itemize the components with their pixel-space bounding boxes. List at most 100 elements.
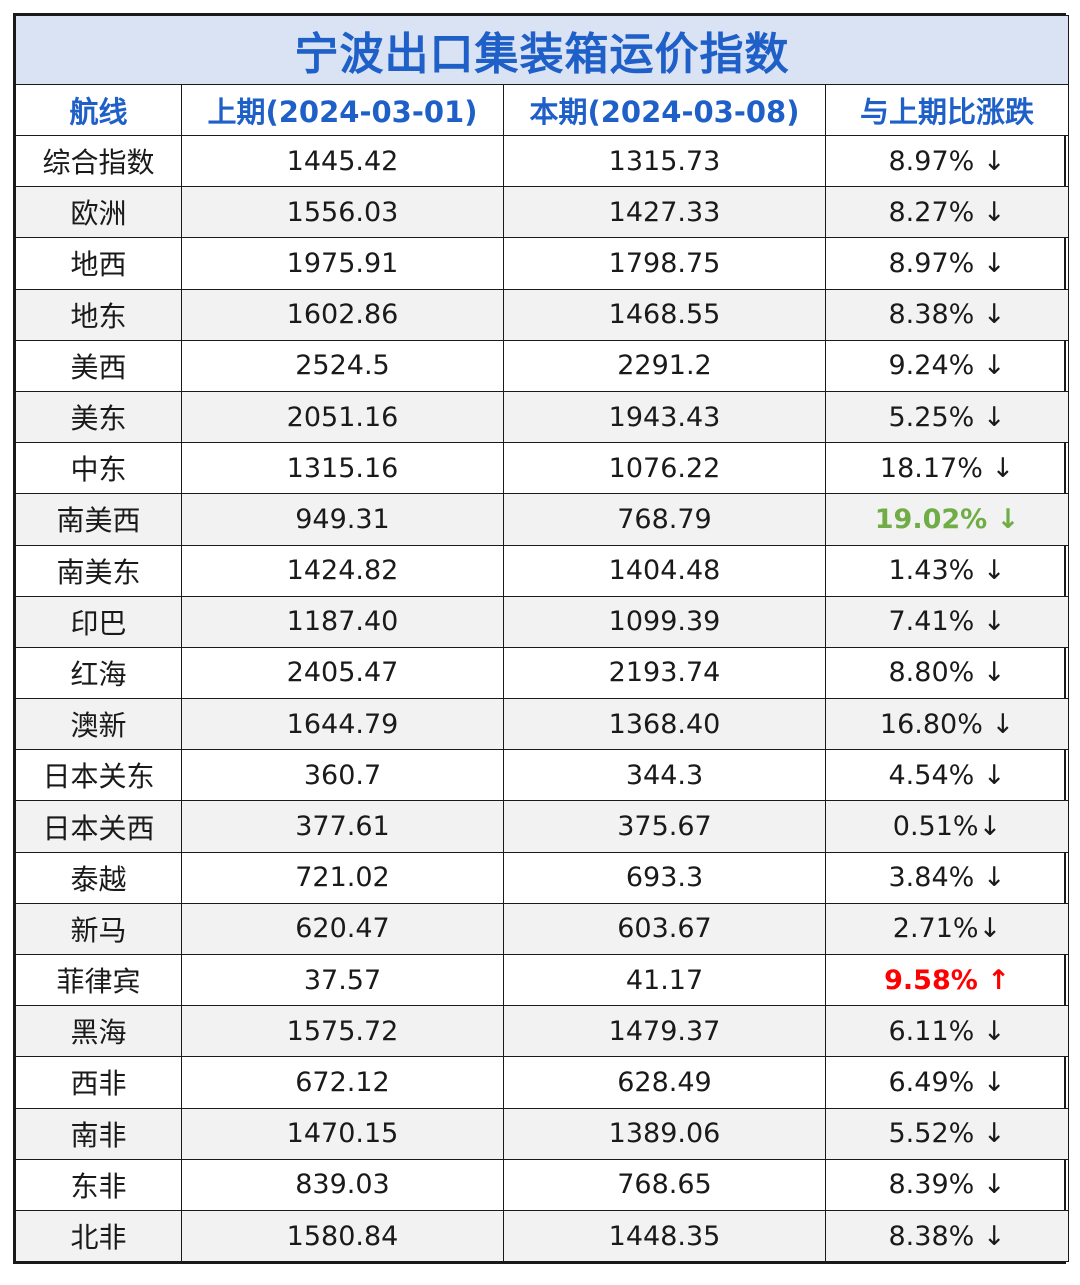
table-row: 黑海 1575.72 1479.37 6.11% ↓ [15,1005,1069,1058]
freight-index-table-container: 宁波出口集装箱运价指数 航线 上期(2024-03-01) 本期(2024-03… [13,13,1069,1265]
route-cell: 中东 [15,442,182,495]
current-value-cell: 1076.22 [503,442,826,495]
route-cell: 新马 [15,902,182,956]
current-value-cell: 768.65 [503,1158,826,1211]
previous-value-cell: 1424.82 [181,544,504,597]
route-cell: 澳新 [15,698,182,751]
table-row: 西非 672.12 628.49 6.49% ↓ [15,1056,1069,1109]
table-row: 南美东 1424.82 1404.48 1.43% ↓ [15,544,1069,597]
table-row: 美东 2051.16 1943.43 5.25% ↓ [15,390,1069,444]
previous-value-cell: 37.57 [181,953,504,1007]
previous-value-cell: 1315.16 [181,442,504,495]
table-row: 地西 1975.91 1798.75 8.97% ↓ [15,237,1069,290]
table-row: 日本关西 377.61 375.67 0.51%↓ [15,800,1069,853]
table-row: 北非 1580.84 1448.35 8.38% ↓ [15,1209,1069,1263]
previous-value-cell: 839.03 [181,1158,504,1211]
current-value-cell: 1404.48 [503,544,826,597]
table-row: 印巴 1187.40 1099.39 7.41% ↓ [15,595,1069,648]
route-cell: 地东 [15,288,182,341]
route-cell: 黑海 [15,1005,182,1058]
table-row: 中东 1315.16 1076.22 18.17% ↓ [15,442,1069,495]
change-cell: 3.84% ↓ [825,851,1069,904]
change-cell: 6.11% ↓ [825,1005,1069,1058]
route-cell: 欧洲 [15,186,182,239]
change-cell: 2.71%↓ [825,902,1069,956]
route-cell: 日本关西 [15,800,182,853]
current-value-cell: 1798.75 [503,237,826,290]
current-value-cell: 375.67 [503,800,826,853]
route-cell: 泰越 [15,851,182,904]
change-cell: 16.80% ↓ [825,698,1069,751]
route-cell: 南美西 [15,493,182,546]
previous-value-cell: 1445.42 [181,134,504,188]
change-cell: 7.41% ↓ [825,595,1069,648]
current-value-cell: 1468.55 [503,288,826,341]
table-row: 菲律宾 37.57 41.17 9.58% ↑ [15,953,1069,1007]
current-value-cell: 603.67 [503,902,826,956]
previous-value-cell: 1644.79 [181,698,504,751]
header-route: 航线 [15,84,182,136]
change-cell: 8.38% ↓ [825,288,1069,341]
change-cell: 8.80% ↓ [825,646,1069,700]
route-cell: 北非 [15,1209,182,1263]
change-cell: 8.97% ↓ [825,237,1069,290]
current-value-cell: 1479.37 [503,1005,826,1058]
current-value-cell: 41.17 [503,953,826,1007]
route-cell: 美东 [15,390,182,444]
current-value-cell: 768.79 [503,493,826,546]
change-cell: 19.02% ↓ [825,493,1069,546]
route-cell: 美西 [15,339,182,392]
change-cell: 1.43% ↓ [825,544,1069,597]
change-cell: 6.49% ↓ [825,1056,1069,1109]
header-previous-period: 上期(2024-03-01) [181,84,504,136]
previous-value-cell: 949.31 [181,493,504,546]
previous-value-cell: 1470.15 [181,1107,504,1160]
current-value-cell: 693.3 [503,851,826,904]
previous-value-cell: 2405.47 [181,646,504,700]
current-value-cell: 2291.2 [503,339,826,392]
previous-value-cell: 2524.5 [181,339,504,392]
table-row: 地东 1602.86 1468.55 8.38% ↓ [15,288,1069,341]
previous-value-cell: 377.61 [181,800,504,853]
current-value-cell: 1368.40 [503,698,826,751]
table-title: 宁波出口集装箱运价指数 [15,15,1069,85]
previous-value-cell: 1556.03 [181,186,504,239]
change-cell: 9.24% ↓ [825,339,1069,392]
current-value-cell: 2193.74 [503,646,826,700]
header-current-period: 本期(2024-03-08) [503,84,826,136]
table-body: 综合指数 1445.42 1315.73 8.97% ↓ 欧洲 1556.03 1427.3… [15,134,1069,1263]
header-change: 与上期比涨跌 [825,84,1069,136]
previous-value-cell: 620.47 [181,902,504,956]
route-cell: 南美东 [15,544,182,597]
current-value-cell: 1943.43 [503,390,826,444]
route-cell: 印巴 [15,595,182,648]
route-cell: 红海 [15,646,182,700]
current-value-cell: 344.3 [503,749,826,802]
current-value-cell: 628.49 [503,1056,826,1109]
current-value-cell: 1389.06 [503,1107,826,1160]
previous-value-cell: 1575.72 [181,1005,504,1058]
change-cell: 4.54% ↓ [825,749,1069,802]
route-cell: 菲律宾 [15,953,182,1007]
route-cell: 西非 [15,1056,182,1109]
table-row: 综合指数 1445.42 1315.73 8.97% ↓ [15,134,1069,188]
change-cell: 0.51%↓ [825,800,1069,853]
previous-value-cell: 360.7 [181,749,504,802]
table-row: 东非 839.03 768.65 8.39% ↓ [15,1158,1069,1211]
table-row: 新马 620.47 603.67 2.71%↓ [15,902,1069,956]
route-cell: 地西 [15,237,182,290]
freight-index-table: 宁波出口集装箱运价指数 航线 上期(2024-03-01) 本期(2024-03… [15,15,1069,1263]
change-cell: 8.38% ↓ [825,1209,1069,1263]
previous-value-cell: 1975.91 [181,237,504,290]
change-cell: 8.39% ↓ [825,1158,1069,1211]
previous-value-cell: 2051.16 [181,390,504,444]
change-cell: 8.27% ↓ [825,186,1069,239]
current-value-cell: 1448.35 [503,1209,826,1263]
current-value-cell: 1427.33 [503,186,826,239]
change-cell: 5.52% ↓ [825,1107,1069,1160]
change-cell: 9.58% ↑ [825,953,1069,1007]
previous-value-cell: 1602.86 [181,288,504,341]
table-row: 澳新 1644.79 1368.40 16.80% ↓ [15,698,1069,751]
current-value-cell: 1315.73 [503,134,826,188]
change-cell: 8.97% ↓ [825,134,1069,188]
